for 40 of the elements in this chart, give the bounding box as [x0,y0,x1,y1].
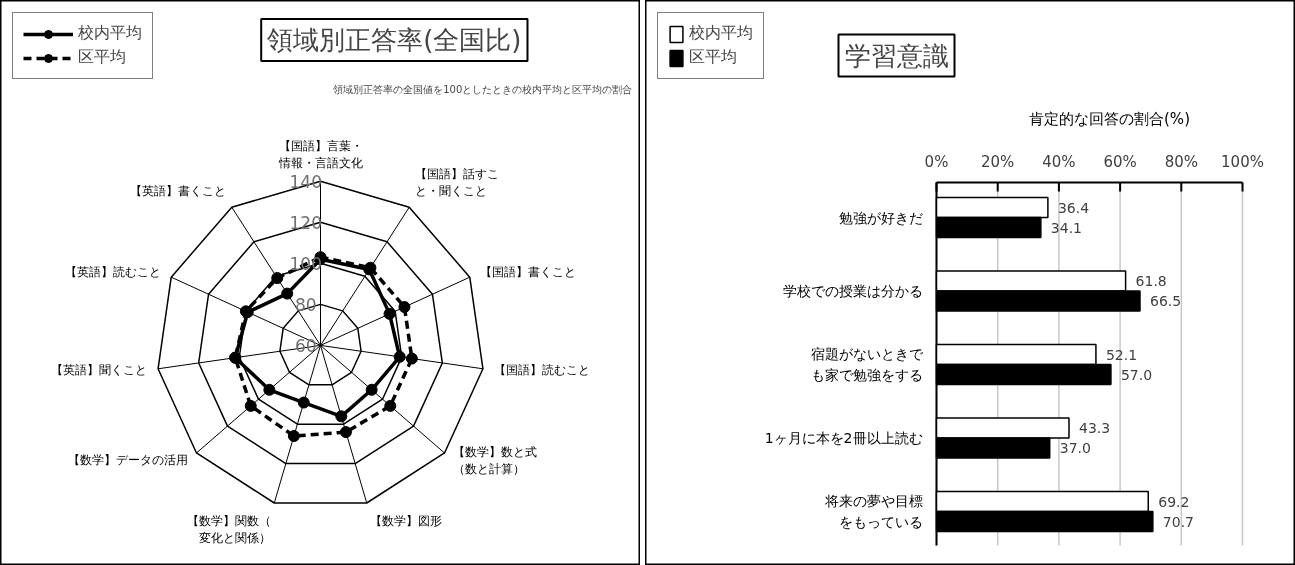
x-axis-title: 肯定的な回答の割合(%) [1029,109,1190,128]
text: 領域別正答率の全国値を100としたときの校内平均と区平均の割合 [333,83,633,95]
spoke-label: 【数学】数と式（数と計算） [453,445,538,476]
spoke-label: 【英語】読むこと [64,265,161,280]
data-label: 37.0 [1059,440,1091,456]
legend-label: 区平均 [689,47,737,68]
data-label: 36.4 [1057,199,1090,216]
data-label: 34.1 [1050,219,1083,236]
data-label: 43.3 [1079,420,1111,436]
spoke-label: 【数学】関数（変化と関係） [187,514,272,545]
data-label: 61.8 [1135,273,1167,289]
chart-title: 学習意識 [844,40,949,71]
data-label: 69.2 [1158,493,1190,510]
legend-label: 区平均 [78,47,126,68]
spoke-label: 【数学】データの活用 [67,453,188,468]
text: 領域別正答率(全国比) [267,24,522,55]
data-label: 52.1 [1105,346,1138,363]
data-label: 66.5 [1149,293,1182,309]
x-tick-label: 80% [1164,152,1198,171]
x-tick-label: 40% [1042,152,1076,171]
x-tick-label: 60% [1103,152,1137,171]
spoke-label: 【英語】書くこと [129,183,226,198]
data-label: 57.0 [1120,366,1153,383]
y-tick-label: 学校での授業は分かる [782,283,923,299]
spoke-label: 【国語】言葉・情報・言語文化 [277,138,363,170]
legend-label: 校内平均 [78,23,142,44]
spoke-label: 【数学】図形 [369,514,442,529]
data-label: 70.7 [1162,513,1195,530]
spoke-label: 【国語】話すこと・聞くこと [415,166,500,198]
spoke-label: 【国語】読むこと [494,363,591,378]
spoke-label: 【英語】聞くこと [50,363,147,378]
x-tick-label: 0% [924,152,949,171]
y-tick-label: 1ヶ月に本を2冊以上読む [764,430,923,446]
y-tick-label: 勉強が好きだ [838,209,923,226]
y-tick-label: 宿題がないときでも家で勉強をする [810,346,924,383]
x-tick-label: 20% [981,152,1015,171]
x-tick-label: 100% [1221,152,1264,171]
y-tick-label: 将来の夢や目標をもっている [823,493,923,530]
spoke-label: 【国語】書くこと [480,265,577,280]
legend-label: 校内平均 [689,23,753,44]
